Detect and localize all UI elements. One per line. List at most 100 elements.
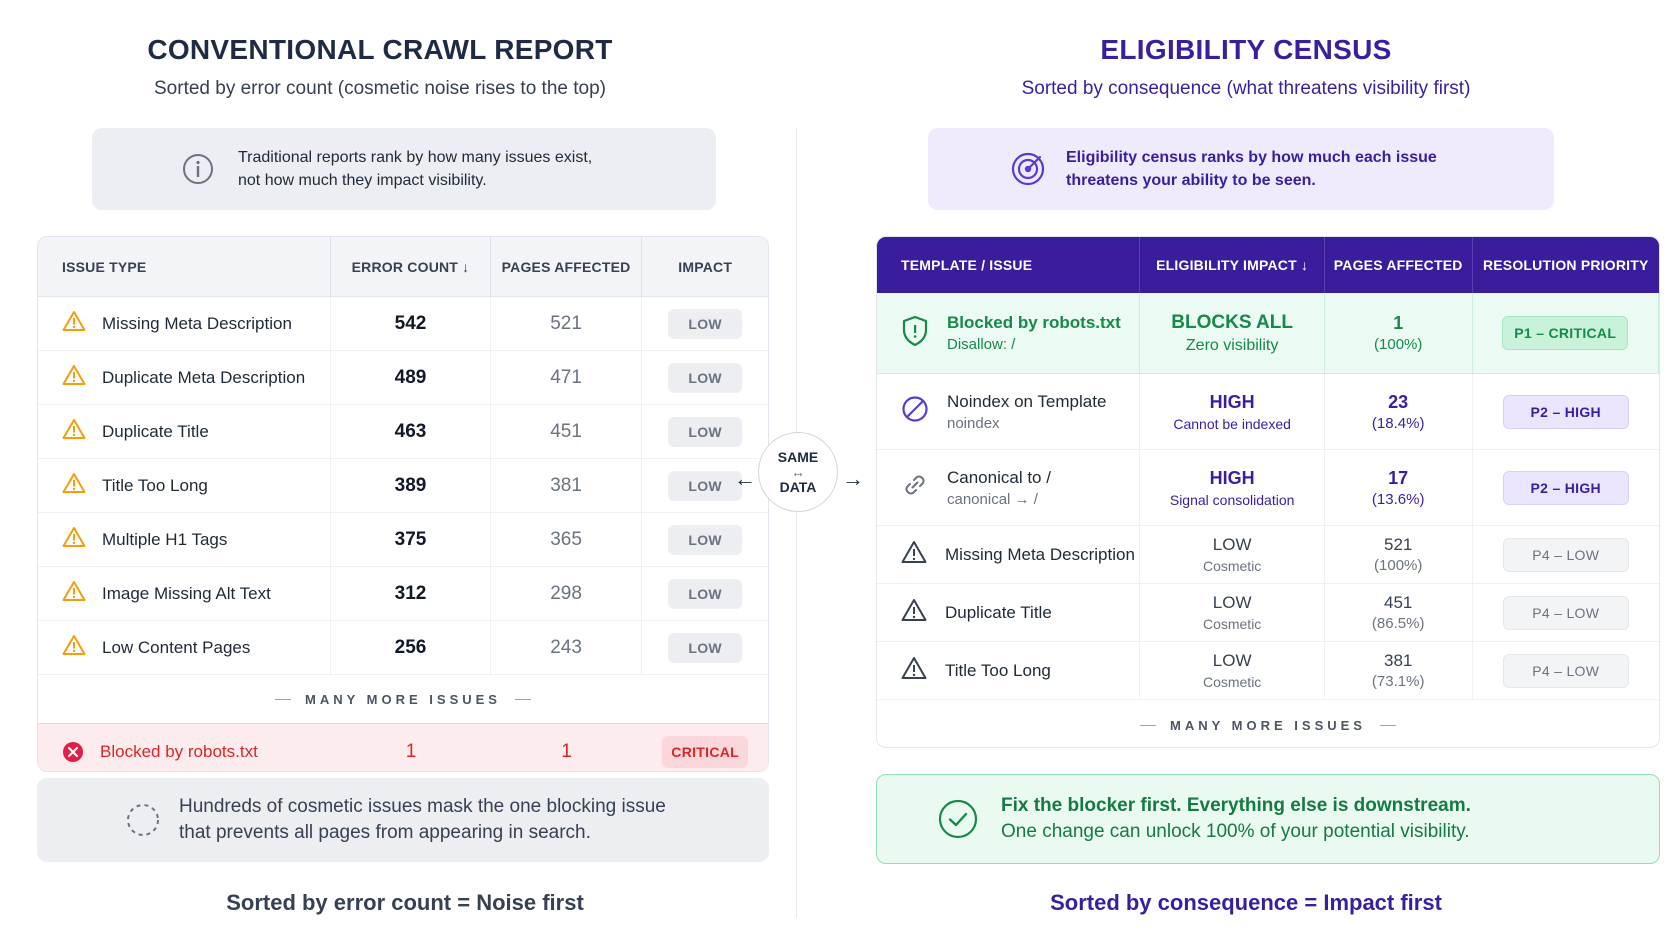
impact-badge: LOW <box>668 308 743 339</box>
issue-name: Image Missing Alt Text <box>102 583 271 603</box>
error-count: 542 <box>394 312 427 334</box>
pages-affected: 451 <box>550 420 582 442</box>
eligibility-impact: BLOCKS ALL <box>1171 311 1293 333</box>
critical-issue: Blocked by robots.txt <box>100 741 258 761</box>
issue-name: Duplicate Meta Description <box>102 367 306 387</box>
left-title: CONVENTIONAL CRAWL REPORT <box>147 34 613 65</box>
table-row[interactable]: Title Too Long LOW Cosmetic 381 (73.1%) P4 – … <box>877 642 1659 700</box>
header-impact[interactable]: IMPACT <box>678 258 733 275</box>
impact-badge: LOW <box>668 362 743 393</box>
impact-badge: LOW <box>668 416 743 447</box>
pages-percent: (100%) <box>1374 557 1423 574</box>
header-template-issue[interactable]: TEMPLATE / ISSUE <box>877 237 1141 293</box>
table-row[interactable]: Blocked by robots.txt Disallow: / BLOCKS A… <box>877 293 1659 374</box>
right-callout-line2: One change can unlock 100% of your poten… <box>1001 821 1470 842</box>
eligibility-impact: LOW <box>1212 593 1252 612</box>
pages-affected: 521 <box>1384 535 1413 554</box>
eligibility-impact: HIGH <box>1209 467 1255 488</box>
table-row[interactable]: Multiple H1 Tags 375 365 LOW <box>38 513 768 567</box>
right-subtitle: Sorted by consequence (what threatens vi… <box>1021 78 1471 99</box>
right-title: ELIGIBILITY CENSUS <box>1100 34 1392 65</box>
header-pages-affected[interactable]: PAGES AFFECTED <box>491 237 643 296</box>
left-note-line2: not how much they impact visibility. <box>238 172 487 189</box>
pages-percent: (86.5%) <box>1371 615 1425 632</box>
error-count: 489 <box>394 366 427 388</box>
priority-badge: P4 – LOW <box>1502 537 1629 572</box>
issue-detail: canonical → / <box>947 490 1038 508</box>
shield-icon <box>901 315 929 352</box>
impact-detail: Cosmetic <box>1202 558 1262 574</box>
impact-badge: LOW <box>668 524 743 555</box>
header-issue-type[interactable]: ISSUE TYPE <box>38 237 332 296</box>
right-note-line2: threatens your ability to be seen. <box>1066 172 1316 189</box>
issue-name: Multiple H1 Tags <box>102 529 228 549</box>
error-count: 389 <box>394 474 427 496</box>
table-row[interactable]: Noindex on Template noindex HIGH Cannot be … <box>877 374 1659 450</box>
table-row[interactable]: Low Content Pages 256 243 LOW <box>38 621 768 675</box>
header-right-pages-affected[interactable]: PAGES AFFECTED <box>1325 237 1473 293</box>
critical-count: 1 <box>405 740 417 762</box>
right-more-label: MANY MORE ISSUES <box>1170 717 1366 733</box>
header-error-count[interactable]: ERROR COUNT ↓ <box>331 237 491 296</box>
same-data-badge: SAME ↔ DATA <box>758 432 838 512</box>
data-label: DATA <box>779 479 817 495</box>
issue-name: Title Too Long <box>102 475 208 495</box>
error-count: 256 <box>394 636 427 658</box>
eligibility-impact: HIGH <box>1209 391 1255 412</box>
issue-name: Title Too Long <box>945 660 1051 680</box>
eligibility-impact: LOW <box>1212 651 1252 670</box>
impact-badge: LOW <box>668 632 743 663</box>
issue-name: Noindex on Template <box>947 391 1107 411</box>
impact-detail: Cannot be indexed <box>1173 415 1291 432</box>
pages-percent: (18.4%) <box>1371 414 1425 432</box>
pages-affected: 471 <box>550 366 582 388</box>
pages-affected: 381 <box>1384 651 1413 670</box>
table-row[interactable]: Title Too Long 389 381 LOW <box>38 459 768 513</box>
right-footer: Sorted by consequence = Impact first <box>1050 890 1442 915</box>
eligibility-table: TEMPLATE / ISSUE ELIGIBILITY IMPACT ↓ PA… <box>876 236 1660 748</box>
right-callout-line1: Fix the blocker first. Everything else i… <box>1001 795 1471 816</box>
priority-badge: P4 – LOW <box>1502 595 1629 630</box>
target-icon <box>1011 152 1045 186</box>
table-row[interactable]: Canonical to / canonical → / HIGH Signal co… <box>877 450 1659 526</box>
pages-affected: 298 <box>550 582 582 604</box>
issue-name: Blocked by robots.txt <box>947 313 1121 332</box>
table-row[interactable]: Duplicate Meta Description 489 471 LOW <box>38 351 768 405</box>
pages-affected: 1 <box>1393 313 1404 333</box>
table-row[interactable]: Image Missing Alt Text 312 298 LOW <box>38 567 768 621</box>
pages-affected: 23 <box>1388 391 1409 412</box>
right-note-line1: Eligibility census ranks by how much eac… <box>1066 149 1437 166</box>
pages-percent: (100%) <box>1374 336 1423 353</box>
impact-badge: LOW <box>668 470 743 501</box>
left-callout: Hundreds of cosmetic issues mask the one… <box>37 778 769 862</box>
pages-affected: 521 <box>550 312 582 334</box>
left-arrow-icon: ← <box>734 466 756 491</box>
header-eligibility-impact[interactable]: ELIGIBILITY IMPACT ↓ <box>1140 237 1325 293</box>
left-callout-line2: that prevents all pages from appearing i… <box>179 822 591 843</box>
left-callout-line1: Hundreds of cosmetic issues mask the one… <box>179 796 666 817</box>
priority-badge: P1 – CRITICAL <box>1502 316 1629 350</box>
impact-detail: Cosmetic <box>1202 616 1262 632</box>
critical-row[interactable]: Blocked by robots.txt 1 1 CRITICAL <box>38 723 768 771</box>
table-row[interactable]: Duplicate Title LOW Cosmetic 451 (86.5%) P4 –… <box>877 584 1659 642</box>
table-row[interactable]: Missing Meta Description 542 521 LOW <box>38 297 768 351</box>
pages-percent: (13.6%) <box>1371 490 1425 508</box>
check-circle-icon <box>938 799 978 839</box>
right-callout: Fix the blocker first. Everything else i… <box>876 774 1660 864</box>
impact-detail: Signal consolidation <box>1169 491 1295 508</box>
left-subtitle: Sorted by error count (cosmetic noise ri… <box>154 78 606 99</box>
crawl-report-table: ISSUE TYPE ERROR COUNT ↓ PAGES AFFECTED … <box>37 236 769 772</box>
warning-icon <box>901 540 927 569</box>
right-info-note: Eligibility census ranks by how much eac… <box>928 128 1554 210</box>
error-count: 312 <box>394 582 427 604</box>
pages-affected: 17 <box>1388 467 1409 488</box>
table-row[interactable]: Duplicate Title 463 451 LOW <box>38 405 768 459</box>
header-resolution-priority[interactable]: RESOLUTION PRIORITY <box>1482 257 1649 273</box>
priority-badge: P2 – HIGH <box>1502 470 1629 505</box>
critical-pages: 1 <box>561 740 572 762</box>
error-count: 375 <box>394 528 427 550</box>
warning-icon <box>62 472 86 499</box>
info-icon <box>183 154 213 184</box>
issue-detail: noindex <box>947 414 1000 432</box>
table-row[interactable]: Missing Meta Description LOW Cosmetic 521 (1… <box>877 526 1659 584</box>
